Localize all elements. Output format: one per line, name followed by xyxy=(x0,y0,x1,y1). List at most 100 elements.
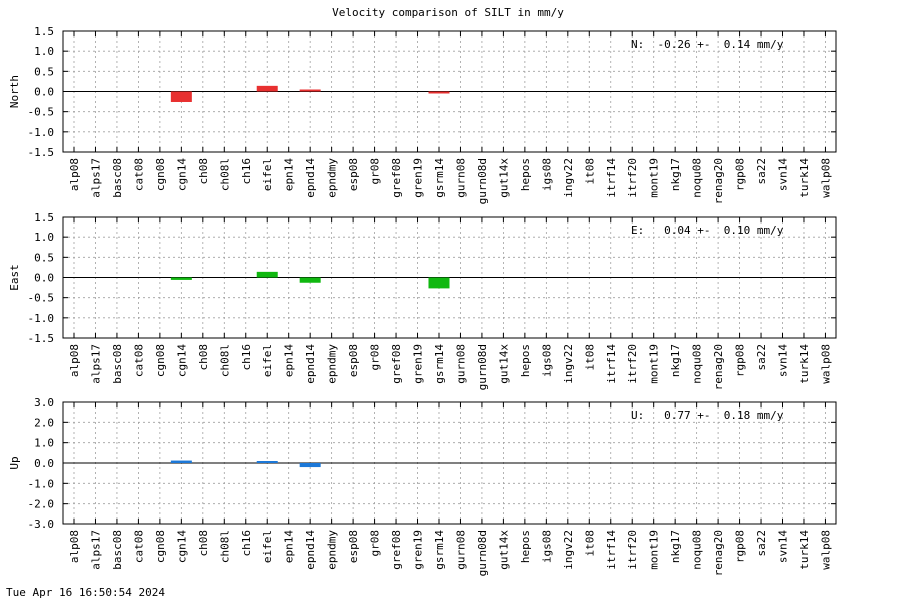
x-tick-label: svn14 xyxy=(777,158,790,191)
x-tick-label: basc08 xyxy=(111,158,124,198)
x-tick-label: epndmy xyxy=(326,344,339,384)
y-tick-label: -0.5 xyxy=(28,292,55,305)
x-tick-label: ch08 xyxy=(197,530,210,557)
x-tick-label: walp08 xyxy=(819,530,832,570)
x-tick-label: ingv22 xyxy=(562,530,575,570)
y-tick-label: 0.5 xyxy=(34,251,54,264)
x-tick-label: cat08 xyxy=(132,530,145,563)
x-tick-label: cat08 xyxy=(132,158,145,191)
y-tick-label: -1.5 xyxy=(28,146,55,159)
x-tick-label: renag20 xyxy=(712,530,725,576)
y-tick-label: -3.0 xyxy=(28,518,55,531)
x-tick-label: cgn14 xyxy=(175,158,188,191)
bar-gsrm14 xyxy=(428,277,450,289)
x-tick-label: noqu08 xyxy=(691,344,704,384)
x-tick-label: gr08 xyxy=(369,158,382,185)
x-tick-label: nkg17 xyxy=(669,158,682,191)
y-axis-label: East xyxy=(8,264,21,291)
y-axis-label: Up xyxy=(8,456,21,469)
x-tick-label: gurn08 xyxy=(454,158,467,198)
x-tick-label: epnd14 xyxy=(304,344,317,384)
x-tick-label: renag20 xyxy=(712,344,725,390)
x-tick-label: epnd14 xyxy=(304,530,317,570)
y-tick-label: 0.5 xyxy=(34,65,54,78)
y-tick-label: 1.5 xyxy=(34,211,54,224)
y-tick-label: 2.0 xyxy=(34,416,54,429)
y-tick-label: -0.5 xyxy=(28,106,55,119)
x-tick-label: walp08 xyxy=(819,158,832,198)
y-tick-label: 0.0 xyxy=(34,457,54,470)
x-tick-label: rgp08 xyxy=(734,158,747,191)
x-tick-label: itrf20 xyxy=(626,344,639,384)
x-tick-label: turk14 xyxy=(798,158,811,198)
x-tick-label: sa22 xyxy=(755,530,768,557)
x-tick-label: alps17 xyxy=(89,344,102,384)
x-tick-label: itrf20 xyxy=(626,530,639,570)
x-tick-label: gr08 xyxy=(369,530,382,557)
x-tick-label: ingv22 xyxy=(562,344,575,384)
x-tick-label: igs08 xyxy=(540,158,553,191)
plot-frame xyxy=(62,401,837,525)
bar-epnd14 xyxy=(299,463,321,468)
x-tick-label: gref08 xyxy=(390,344,403,384)
x-tick-label: gurn08d xyxy=(476,530,489,576)
x-tick-label: rgp08 xyxy=(734,344,747,377)
x-tick-label: nkg17 xyxy=(669,344,682,377)
x-tick-label: esp08 xyxy=(347,530,360,563)
x-tick-label: alp08 xyxy=(68,344,81,377)
x-tick-label: gren19 xyxy=(412,158,425,198)
y-tick-label: -1.0 xyxy=(28,126,55,139)
bar-cgn14 xyxy=(170,91,192,102)
x-tick-label: gut14x xyxy=(497,344,510,384)
x-tick-label: hepos xyxy=(519,530,532,563)
x-tick-label: ch08 xyxy=(197,158,210,185)
y-tick-label: 3.0 xyxy=(34,396,54,409)
x-tick-label: gren19 xyxy=(412,530,425,570)
x-tick-label: gren19 xyxy=(412,344,425,384)
x-tick-label: ch16 xyxy=(240,158,253,185)
x-tick-label: it08 xyxy=(583,344,596,371)
y-tick-label: 1.5 xyxy=(34,25,54,38)
x-tick-label: epndmy xyxy=(326,530,339,570)
x-tick-label: itrf14 xyxy=(605,530,618,570)
panel-east: 1.5 1.0 0.5 0.0 -0.5 -1.0 -1.5 alp08 alps17 basc0… xyxy=(8,211,837,390)
x-tick-label: cgn08 xyxy=(154,158,167,191)
y-tick-label: -1.5 xyxy=(28,332,55,345)
x-tick-label: renag20 xyxy=(712,158,725,204)
x-tick-label: turk14 xyxy=(798,344,811,384)
x-tick-label: cat08 xyxy=(132,344,145,377)
x-tick-label: ch16 xyxy=(240,530,253,557)
x-tick-label: hepos xyxy=(519,158,532,191)
x-tick-label: sa22 xyxy=(755,158,768,185)
x-tick-label: it08 xyxy=(583,530,596,557)
x-tick-label: igs08 xyxy=(540,344,553,377)
bar-epnd14 xyxy=(299,89,321,92)
x-tick-label: ch16 xyxy=(240,344,253,371)
x-tick-label: epn14 xyxy=(283,530,296,563)
x-tick-label: ch08 xyxy=(197,344,210,371)
plot-frame xyxy=(62,30,837,153)
x-tick-label: itrf14 xyxy=(605,158,618,198)
stats-annotation: U: 0.77 +- 0.18 mm/y xyxy=(631,409,784,422)
y-tick-label: 1.0 xyxy=(34,45,54,58)
x-tick-label: gut14x xyxy=(497,158,510,198)
x-tick-label: it08 xyxy=(583,158,596,185)
x-tick-label: basc08 xyxy=(111,530,124,570)
x-tick-label: epndmy xyxy=(326,158,339,198)
x-tick-label: svn14 xyxy=(777,344,790,377)
panel-up: 3.0 2.0 1.0 0.0 -1.0 -2.0 -3.0 alp08 alps17 basc0… xyxy=(8,396,837,576)
x-tick-label: gurn08 xyxy=(454,344,467,384)
x-tick-label: eifel xyxy=(261,530,274,563)
stats-annotation: N: -0.26 +- 0.14 mm/y xyxy=(631,38,784,51)
x-tick-label: nkg17 xyxy=(669,530,682,563)
x-tick-label: gurn08d xyxy=(476,344,489,390)
x-tick-label: mont19 xyxy=(648,158,661,198)
x-tick-label: mont19 xyxy=(648,344,661,384)
bar-eifel xyxy=(256,85,278,92)
y-tick-label: 0.0 xyxy=(34,86,54,99)
x-tick-label: noqu08 xyxy=(691,530,704,570)
x-tick-label: epn14 xyxy=(283,158,296,191)
y-tick-label: -1.0 xyxy=(28,312,55,325)
x-tick-label: ch08l xyxy=(218,158,231,191)
panel-north: 1.5 1.0 0.5 0.0 -0.5 -1.0 -1.5 alp08 alps17 basc0… xyxy=(8,25,837,204)
